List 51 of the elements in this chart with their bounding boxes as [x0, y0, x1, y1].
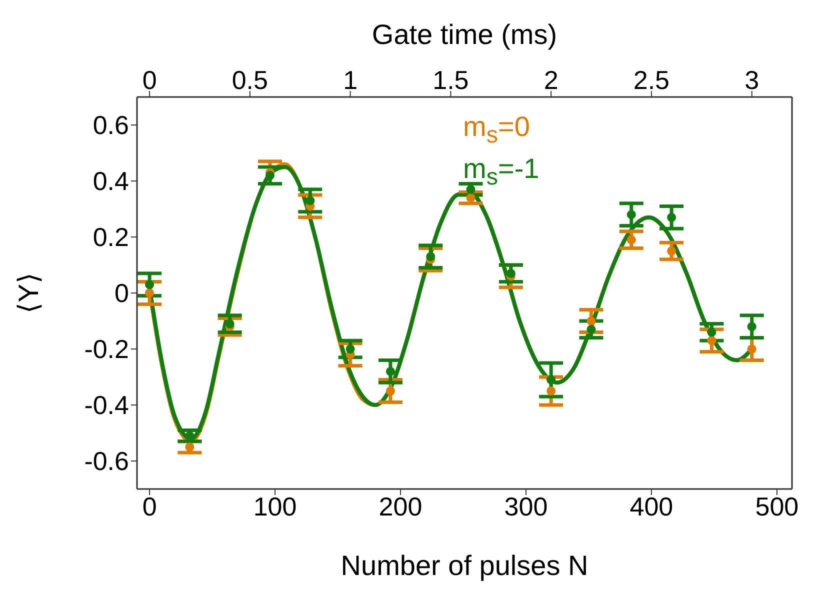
y-tick-label: -0.6 — [84, 446, 129, 476]
x-tick-label: 500 — [755, 491, 799, 522]
y-tick-label: -0.2 — [84, 334, 129, 364]
point — [546, 386, 556, 396]
point — [306, 196, 315, 206]
x-tick-label: 200 — [378, 491, 422, 522]
point — [145, 288, 154, 298]
point — [707, 328, 716, 337]
x2-tick-label: 3 — [744, 65, 760, 95]
x-tick-label: 0 — [142, 491, 157, 522]
point — [185, 431, 194, 440]
x2-tick-label: 0 — [142, 65, 157, 95]
point — [747, 322, 756, 332]
point — [586, 316, 596, 326]
point — [466, 184, 476, 194]
point — [546, 375, 556, 384]
series-label: m$_{s}$=-1 — [463, 152, 540, 192]
y-tick-label: -0.4 — [84, 390, 129, 420]
point — [386, 386, 395, 396]
point — [346, 344, 355, 354]
point — [185, 442, 194, 452]
x-tick-label: 400 — [630, 491, 674, 522]
x-axis-title: Number of pulses N — [340, 550, 588, 581]
point — [265, 170, 275, 180]
point — [667, 246, 676, 256]
y-tick-label: 0.4 — [92, 166, 129, 196]
point — [145, 280, 154, 290]
x2-tick-label: 0.5 — [232, 65, 268, 95]
point — [667, 212, 676, 222]
x2-tick-label: 2.5 — [633, 65, 670, 95]
y-tick-label: 0.6 — [92, 110, 129, 140]
x2-tick-label: 1 — [343, 65, 358, 95]
x2-tick-label: 2 — [544, 65, 558, 95]
point — [506, 268, 516, 278]
x-tick-label: 300 — [504, 491, 548, 522]
point — [747, 344, 756, 354]
x-tick-label: 100 — [253, 491, 297, 522]
x2-axis-title: Gate time (ms) — [372, 19, 558, 50]
point — [466, 193, 476, 202]
point — [386, 366, 395, 376]
x2-tick-label: 1.5 — [432, 65, 469, 95]
point — [586, 324, 596, 334]
point — [426, 252, 436, 262]
point — [225, 319, 234, 328]
point — [626, 235, 636, 244]
y-tick-label: 0.2 — [92, 222, 129, 252]
y-tick-label: 0 — [114, 278, 129, 308]
series-label: m$_{s}$=0 — [463, 110, 531, 150]
y-axis-title: ⟨Y⟩ — [13, 272, 44, 314]
point — [707, 336, 716, 346]
point — [626, 210, 636, 220]
